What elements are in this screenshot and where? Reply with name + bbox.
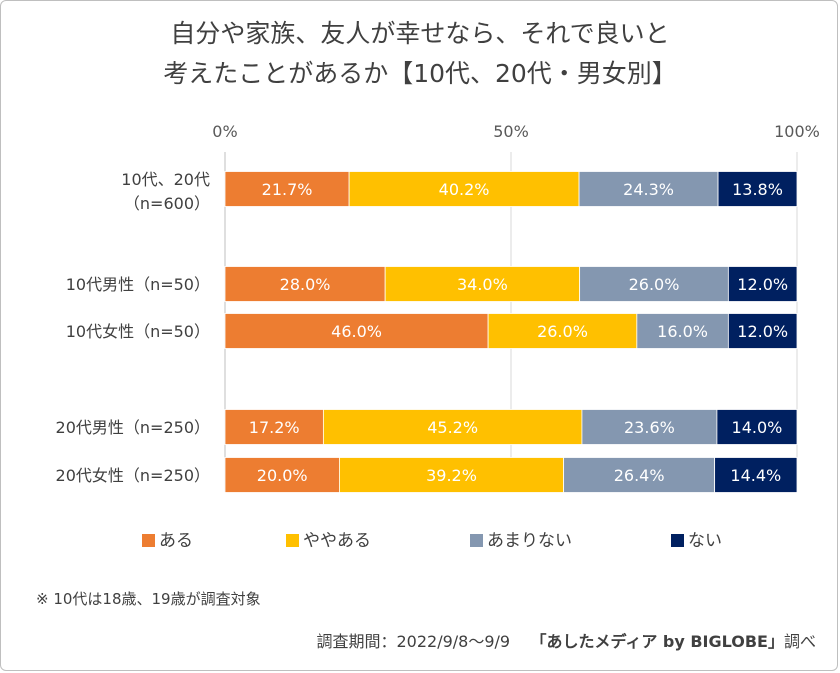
source-credit: 調査期間：2022/9/8～9/9 「あしたメディア by BIGLOBE」調べ — [316, 628, 816, 652]
data-label: 14.4% — [730, 466, 781, 485]
data-label: 26.0% — [537, 322, 588, 341]
data-label: 34.0% — [457, 275, 508, 294]
data-label: 14.0% — [732, 418, 783, 437]
x-tick-label: 50% — [493, 122, 529, 141]
legend-swatch — [671, 534, 684, 547]
legend-swatch — [470, 534, 483, 547]
bar-segment-3 — [716, 409, 798, 445]
data-label: 12.0% — [737, 275, 788, 294]
bar-segment-2 — [578, 171, 719, 207]
source-suffix: 調べ — [783, 632, 816, 651]
survey-period: 調査期間：2022/9/8～9/9 — [316, 632, 511, 651]
legend-swatch — [286, 534, 299, 547]
data-label: 45.2% — [427, 418, 478, 437]
footnote: ※ 10代は18歳、19歳が調査対象 — [36, 590, 261, 608]
stacked-bar-chart: 0% 50% 100% 10代、20代 （n=600） 10代男性（n=50） 10代女性… — [56, 122, 820, 551]
data-label: 20.0% — [257, 466, 308, 485]
chart-title-line-2: 考えたことがあるか【10代、20代・男女別】 — [163, 59, 677, 88]
source-brand: 「あしたメディア by BIGLOBE」 — [530, 632, 784, 651]
data-label: 24.3% — [623, 180, 674, 199]
bar-segment-3 — [717, 171, 798, 207]
legend-label: あまりない — [487, 531, 572, 551]
bar-segment-3 — [727, 266, 798, 302]
category-label: 20代女性（n=250） — [56, 466, 210, 485]
data-label: 12.0% — [737, 322, 788, 341]
legend-label: ない — [688, 531, 722, 551]
data-label: 46.0% — [331, 322, 382, 341]
bar-segment-0 — [224, 457, 340, 493]
category-label: 10代女性（n=50） — [66, 322, 210, 341]
bar-segment-0 — [224, 266, 386, 302]
chart-title-line-1: 自分や家族、友人が幸せなら、それで良いと — [170, 19, 670, 48]
bar-segment-0 — [224, 313, 489, 349]
data-label: 39.2% — [426, 466, 477, 485]
x-tick-label: 100% — [774, 122, 820, 141]
data-label: 17.2% — [249, 418, 300, 437]
data-label: 13.8% — [732, 180, 783, 199]
legend-swatch — [142, 534, 155, 547]
category-label-sub: （n=600） — [124, 194, 210, 213]
data-label: 21.7% — [262, 180, 313, 199]
bar-segment-2 — [636, 313, 729, 349]
data-label: 26.0% — [629, 275, 680, 294]
legend-label: ある — [159, 531, 193, 551]
bar-segment-3 — [714, 457, 798, 493]
bar-segment-2 — [579, 266, 729, 302]
bar-segment-1 — [384, 266, 581, 302]
bar-segment-0 — [224, 409, 324, 445]
data-label: 23.6% — [624, 418, 675, 437]
data-label: 26.4% — [614, 466, 665, 485]
category-label: 10代、20代 — [121, 170, 210, 189]
bar-segment-1 — [487, 313, 638, 349]
data-label: 28.0% — [280, 275, 331, 294]
category-label: 10代男性（n=50） — [66, 275, 210, 294]
bar-segment-3 — [727, 313, 798, 349]
data-label: 16.0% — [657, 322, 708, 341]
x-tick-label: 0% — [212, 122, 237, 141]
category-label: 20代男性（n=250） — [56, 418, 210, 437]
legend-label: ややある — [303, 531, 371, 551]
data-label: 40.2% — [439, 180, 490, 199]
